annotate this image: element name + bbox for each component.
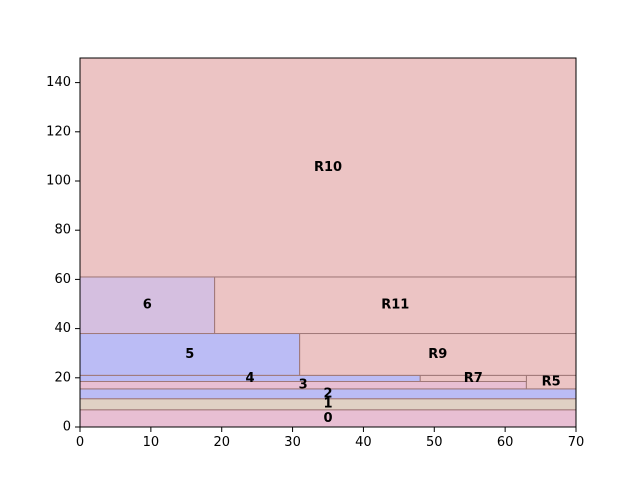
rectangles-layer bbox=[79, 57, 577, 428]
y-tick-label: 120 bbox=[46, 124, 71, 139]
rect-label-0: 0 bbox=[323, 411, 332, 426]
rect-label-2: 2 bbox=[323, 386, 332, 401]
x-tick-label: 10 bbox=[143, 435, 160, 450]
rect-r9 bbox=[299, 333, 577, 376]
y-axis: 0 20 40 60 80 100 120 140 bbox=[46, 75, 80, 435]
rect-label-r11: R11 bbox=[381, 298, 409, 313]
rect-label-r9: R9 bbox=[428, 347, 447, 362]
x-tick-label: 30 bbox=[284, 435, 301, 450]
rect-label-1: 1 bbox=[323, 397, 332, 412]
rect-label-r7: R7 bbox=[464, 371, 483, 386]
rect-label-5: 5 bbox=[185, 347, 194, 362]
x-tick-label: 40 bbox=[355, 435, 372, 450]
rect-label-4: 4 bbox=[246, 371, 255, 386]
rect-label-3: 3 bbox=[299, 378, 308, 393]
x-tick-label: 50 bbox=[426, 435, 443, 450]
rect-label-r5: R5 bbox=[542, 375, 561, 390]
y-tick-label: 0 bbox=[63, 420, 71, 435]
y-tick-label: 140 bbox=[46, 75, 71, 90]
y-tick-label: 100 bbox=[46, 174, 71, 189]
x-tick-label: 20 bbox=[213, 435, 230, 450]
y-tick-label: 40 bbox=[54, 321, 71, 336]
rect-r11 bbox=[214, 276, 577, 335]
rect-r10 bbox=[79, 57, 577, 278]
y-tick-label: 60 bbox=[54, 272, 71, 287]
rect-label-r10: R10 bbox=[314, 160, 342, 175]
plot-frame bbox=[79, 57, 577, 428]
x-tick-label: 60 bbox=[497, 435, 514, 450]
x-tick-label: 0 bbox=[76, 435, 84, 450]
x-axis: 0 10 20 30 40 50 60 70 bbox=[76, 427, 584, 450]
x-tick-label: 70 bbox=[568, 435, 585, 450]
y-tick-label: 80 bbox=[54, 223, 71, 238]
y-tick-label: 20 bbox=[54, 370, 71, 385]
rect-label-6: 6 bbox=[143, 298, 152, 313]
